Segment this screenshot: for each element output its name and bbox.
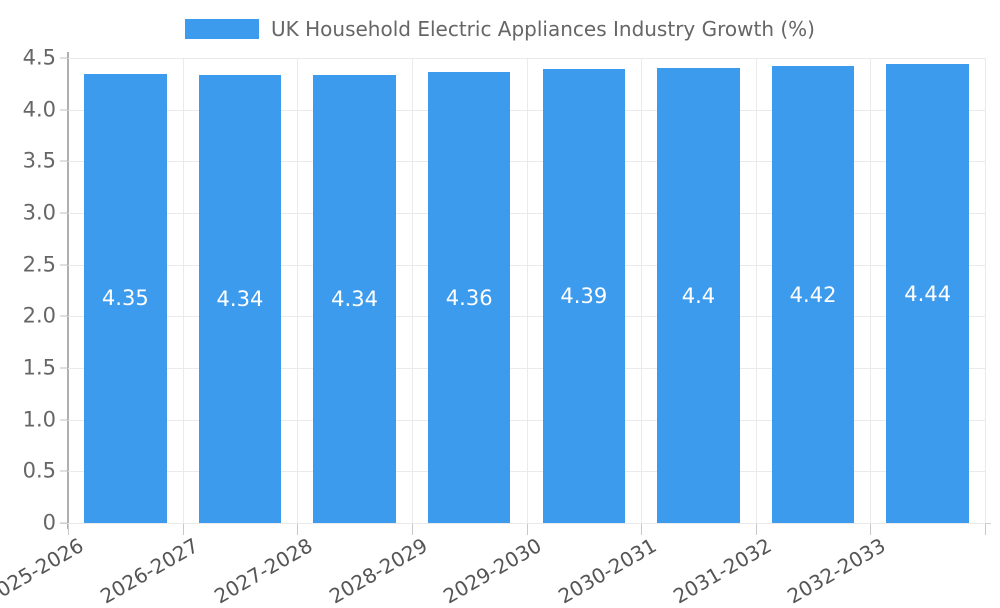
bar-value-label: 4.44 xyxy=(904,281,952,306)
x-axis-tick-label: 2029-2030 xyxy=(439,533,546,608)
x-axis-tick-mark xyxy=(755,524,757,535)
plot-area: 4.35 4.34 4.34 4.36 4.39 4.4 4.42 4.44 xyxy=(68,58,986,524)
x-axis-tick-mark xyxy=(526,524,528,535)
gridline-vertical xyxy=(526,58,528,523)
x-axis-tick-label: 2028-2029 xyxy=(324,533,432,608)
y-axis-tick-mark xyxy=(60,212,68,214)
gridline-vertical xyxy=(411,58,413,523)
bar-value-label: 4.42 xyxy=(789,282,837,307)
gridline-vertical xyxy=(755,58,757,523)
x-axis-tick-label: 2030-2031 xyxy=(554,533,661,608)
legend-swatch-series-1 xyxy=(185,19,260,39)
bar[interactable]: 4.4 xyxy=(657,68,740,523)
legend-label-series-1: UK Household Electric Appliances Industr… xyxy=(271,17,815,41)
chart-legend: UK Household Electric Appliances Industr… xyxy=(0,14,1000,44)
y-axis-tick-labels: 0 0.5 1.0 1.5 2.0 2.5 3.0 3.5 4.0 4.5 xyxy=(0,0,56,600)
bar-value-label: 4.35 xyxy=(101,286,149,311)
bar[interactable]: 4.39 xyxy=(542,69,626,523)
y-axis-tick-label: 0 xyxy=(42,510,56,535)
y-axis-line xyxy=(67,52,69,529)
y-axis-tick-mark xyxy=(60,315,68,317)
bar[interactable]: 4.35 xyxy=(84,73,167,523)
y-axis-tick-mark xyxy=(60,367,68,369)
y-axis-tick-mark xyxy=(60,470,68,472)
x-axis-tick-mark xyxy=(411,524,413,535)
bar[interactable]: 4.34 xyxy=(198,74,282,523)
y-axis-tick-mark xyxy=(60,264,68,266)
y-axis-tick-label: 4.5 xyxy=(22,45,56,70)
x-axis-tick-label: 2026-2027 xyxy=(95,533,203,608)
bar[interactable]: 4.42 xyxy=(771,66,855,523)
y-axis-tick-label: 1.0 xyxy=(22,407,56,432)
bar-value-label: 4.34 xyxy=(331,286,378,311)
x-axis-tick-mark xyxy=(985,524,986,535)
gridline-vertical xyxy=(641,58,643,523)
bar[interactable]: 4.44 xyxy=(886,64,969,523)
x-axis-tick-label: 2027-2028 xyxy=(210,533,317,608)
bar-value-label: 4.34 xyxy=(216,286,264,311)
x-axis-tick-mark xyxy=(182,524,184,535)
x-axis-tick-mark xyxy=(870,524,872,535)
y-axis-tick-mark xyxy=(60,57,68,59)
y-axis-tick-label: 2.0 xyxy=(22,303,56,328)
bar[interactable]: 4.34 xyxy=(313,74,396,523)
x-axis-tick-label: 2031-2032 xyxy=(668,533,776,608)
y-axis-tick-label: 3.0 xyxy=(22,200,56,225)
y-axis-tick-label: 1.5 xyxy=(22,355,56,380)
y-axis-tick-label: 2.5 xyxy=(22,252,56,277)
gridline-vertical xyxy=(297,58,299,523)
y-axis-tick-mark xyxy=(60,419,68,421)
x-axis-tick-mark xyxy=(641,524,643,535)
gridline-vertical xyxy=(985,58,986,523)
bar-value-label: 4.4 xyxy=(681,283,716,308)
x-axis-tick-mark xyxy=(68,524,69,535)
gridline-horizontal xyxy=(68,523,985,524)
y-axis-tick-label: 0.5 xyxy=(22,458,56,483)
y-axis-tick-mark xyxy=(60,109,68,111)
bar-value-label: 4.36 xyxy=(445,285,493,310)
y-axis-tick-mark xyxy=(60,160,68,162)
gridline-vertical xyxy=(870,58,872,523)
y-axis-tick-label: 4.0 xyxy=(22,97,56,122)
bar[interactable]: 4.36 xyxy=(427,72,511,523)
x-axis-tick-mark xyxy=(297,524,299,535)
bar-value-label: 4.39 xyxy=(560,284,608,309)
y-axis-tick-label: 3.5 xyxy=(22,148,56,173)
gridline-vertical xyxy=(182,58,184,523)
x-axis-tick-label: 2032-2033 xyxy=(783,533,890,608)
